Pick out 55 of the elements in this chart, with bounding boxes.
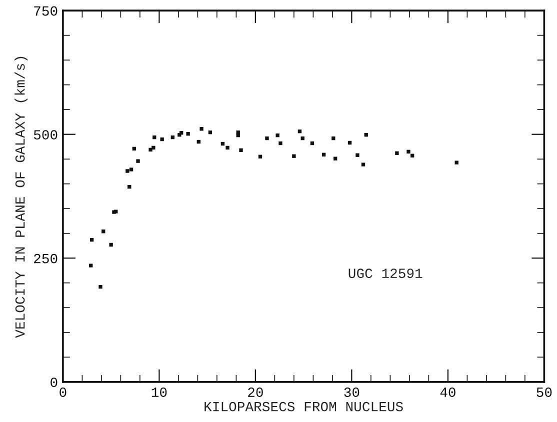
point [356,153,360,157]
point [361,162,366,166]
point [109,242,113,247]
point [278,141,282,146]
point [200,127,204,131]
point [129,168,134,172]
point [332,136,336,140]
point [265,136,269,140]
y-tick-label: 500 [34,130,58,140]
point [170,135,175,140]
point [89,264,93,268]
point [292,154,296,158]
point [196,140,200,144]
y-tick-label: 250 [34,254,58,264]
point [186,132,190,136]
x-tick-label: 10 [152,388,167,397]
point [102,230,106,234]
point [395,151,399,155]
annotation: UGC 12591 [348,268,422,278]
point [454,160,458,164]
point [126,169,130,173]
point [300,136,304,140]
point [333,156,338,160]
point [152,135,156,140]
point [298,130,302,134]
x-tick-label: 40 [440,388,456,397]
x-tick-label: 50 [536,388,552,397]
point [136,159,140,163]
y-axis-title: VELOCITY IN PLANE OF GALAXY (km/s) [14,56,28,338]
point [160,137,164,142]
point [276,133,280,138]
point [322,152,326,156]
point [410,154,414,158]
point [364,132,368,137]
point [406,150,410,154]
point [226,146,230,150]
point [148,148,152,152]
point [98,285,102,289]
x-tick-label: 0 [60,388,66,397]
x-axis-title: KILOPARSECS FROM NUCLEUS [204,402,403,412]
point [90,238,94,242]
point [128,184,132,189]
point [152,146,156,150]
point [348,140,352,145]
point [236,133,240,138]
point [220,142,225,146]
point [208,130,212,134]
point [310,141,314,146]
point [239,148,243,152]
x-tick-label: 20 [248,388,263,397]
point [132,146,136,151]
point [258,154,262,158]
y-tick-label: 750 [34,6,58,16]
y-tick-label: 0 [50,378,58,388]
x-tick-label: 30 [344,388,360,397]
